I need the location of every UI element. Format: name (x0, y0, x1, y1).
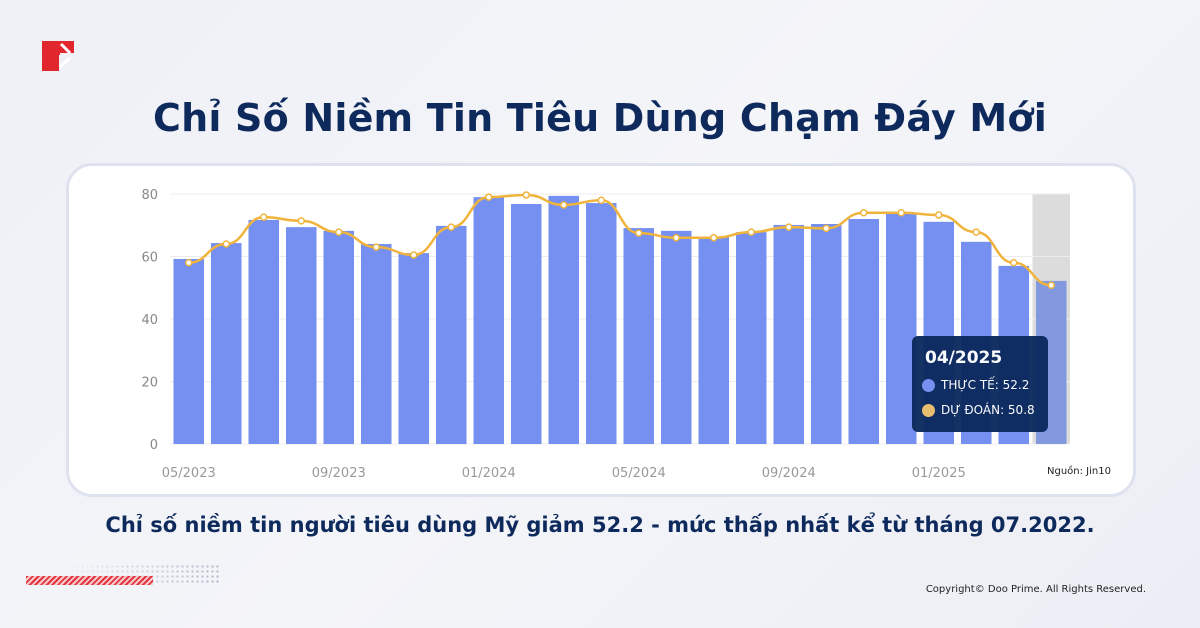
copyright: Copyright© Doo Prime. All Rights Reserve… (925, 584, 1146, 595)
chart-tooltip: 04/2025 THỰC TẾ: 52.2 DỰ ĐOÁN: 50.8 (912, 336, 1048, 432)
bar (361, 244, 392, 444)
bar (248, 219, 279, 444)
forecast-dot-icon (922, 403, 935, 417)
decorative-stripe (26, 576, 153, 585)
actual-dot-icon (922, 378, 935, 392)
forecast-point (822, 224, 830, 233)
x-tick-label: 09/2023 (312, 466, 366, 481)
bar (886, 212, 917, 444)
forecast-point (672, 234, 680, 242)
forecast-point (560, 201, 568, 209)
page-title: Chỉ Số Niềm Tin Tiêu Dùng Chạm Đáy Mới (153, 96, 1047, 140)
forecast-point (297, 217, 305, 225)
bar (323, 230, 354, 444)
source-label: Nguồn: Jin10 (1047, 466, 1111, 477)
tooltip-forecast: DỰ ĐOÁN: 50.8 (922, 403, 1035, 417)
y-tick-label: 20 (141, 376, 158, 391)
forecast-point (522, 191, 530, 199)
forecast-point (935, 211, 943, 219)
forecast-point (860, 209, 868, 217)
forecast-line (188, 193, 1052, 287)
tooltip-forecast-label: DỰ ĐOÁN: 50.8 (941, 403, 1035, 417)
forecast-point (447, 223, 455, 231)
bar (623, 228, 654, 444)
tooltip-actual-label: THỰC TẾ: 52.2 (941, 378, 1030, 392)
x-tick-label: 01/2025 (912, 466, 966, 481)
bar (211, 243, 242, 444)
forecast-point (410, 251, 418, 259)
y-tick-label: 0 (150, 438, 158, 453)
tooltip-actual: THỰC TẾ: 52.2 (922, 378, 1029, 392)
forecast-point (747, 228, 755, 236)
bar (773, 224, 804, 444)
y-tick-label: 40 (141, 313, 158, 328)
forecast-point (1047, 281, 1055, 289)
bar (548, 195, 579, 444)
forecast-point (222, 240, 230, 248)
bar (586, 203, 617, 444)
x-tick-label: 09/2024 (762, 466, 816, 481)
subtitle: Chỉ số niềm tin người tiêu dùng Mỹ giảm … (105, 513, 1095, 537)
forecast-point (260, 213, 268, 221)
x-tick-label: 05/2023 (162, 466, 216, 481)
bar (436, 225, 467, 444)
bar (173, 259, 204, 444)
forecast-point (1010, 259, 1018, 267)
tooltip-date: 04/2025 (925, 348, 1003, 368)
bar (473, 197, 504, 444)
bar (848, 219, 879, 444)
forecast-point (972, 228, 980, 236)
forecast-point (785, 223, 793, 231)
bar (736, 232, 767, 444)
x-tick-label: 05/2024 (612, 466, 666, 481)
y-tick-label: 60 (141, 251, 158, 266)
x-tick-label: 01/2024 (462, 466, 516, 481)
forecast-point (485, 193, 493, 201)
forecast-point (372, 243, 380, 251)
y-tick-label: 80 (141, 188, 158, 203)
forecast-point (335, 228, 343, 236)
forecast-point (185, 259, 193, 267)
forecast-point (597, 196, 605, 204)
bar (698, 237, 729, 444)
bar (661, 230, 692, 444)
forecast-point (897, 209, 905, 217)
bar (286, 227, 317, 444)
forecast-point (710, 234, 718, 242)
bar (511, 204, 542, 444)
doo-prime-logo (42, 41, 74, 71)
forecast-point (635, 229, 643, 237)
bar (811, 224, 842, 444)
bar (398, 253, 429, 444)
